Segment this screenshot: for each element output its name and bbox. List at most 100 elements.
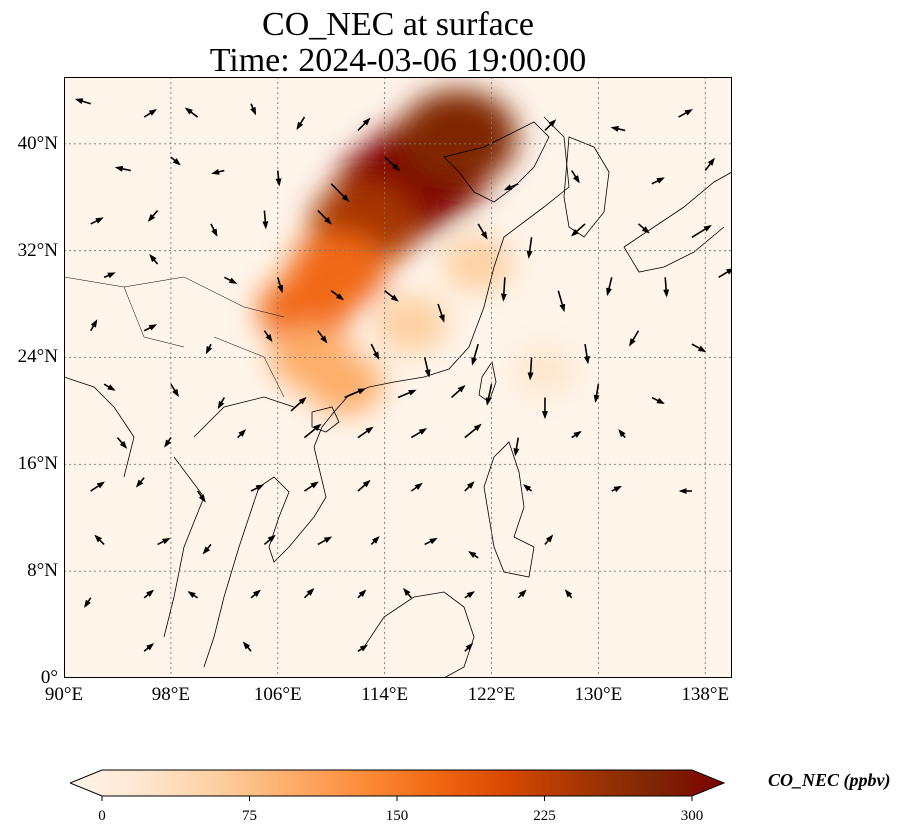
wind-arrow: [663, 277, 670, 298]
wind-arrow: [471, 343, 479, 366]
coastline-philippines: [483, 441, 535, 578]
wind-arrow: [275, 170, 282, 187]
wind-arrow: [114, 165, 131, 172]
wind-arrow: [263, 534, 276, 546]
wind-arrow: [651, 396, 665, 405]
wind-arrow: [217, 397, 226, 410]
lat-tick-label: 32°N: [17, 239, 58, 261]
wind-arrow: [143, 109, 158, 118]
wind-arrow: [184, 107, 199, 118]
wind-arrow: [90, 481, 105, 492]
wind-arrow: [357, 644, 368, 652]
wind-arrow: [571, 430, 582, 439]
wind-arrow: [135, 477, 145, 488]
wind-arrow: [527, 357, 534, 381]
wind-arrow: [250, 484, 265, 492]
wind-arrow: [103, 383, 116, 391]
wind-arrow: [464, 423, 482, 439]
co-plume-2: [398, 89, 518, 185]
wind-arrow: [571, 170, 580, 184]
colorbar-tick-label: 225: [533, 808, 556, 824]
lon-tick-label: 130°E: [574, 684, 623, 705]
wind-arrow: [205, 343, 213, 355]
coastline-india: [64, 376, 135, 478]
coastline-bohai: [443, 121, 550, 203]
wind-arrow: [242, 641, 252, 652]
wind-arrow: [143, 589, 155, 599]
lon-tick-label: 122°E: [467, 684, 516, 705]
coastline-japan: [623, 171, 732, 273]
wind-arrow: [344, 388, 366, 399]
wind-arrow: [544, 119, 557, 131]
wind-arrow: [523, 484, 533, 492]
wind-arrow: [357, 589, 367, 599]
lon-tick-label: 114°E: [361, 684, 409, 705]
lat-tick-label: 24°N: [17, 346, 58, 368]
wind-arrow: [143, 643, 155, 652]
wind-arrow: [94, 534, 105, 546]
lat-tick-label: 16°N: [17, 453, 58, 475]
wind-arrow: [611, 485, 622, 493]
wind-arrow: [90, 217, 104, 225]
wind-arrow: [397, 389, 417, 399]
colorbar-tick-label: 300: [680, 808, 704, 824]
wind-arrow: [296, 116, 306, 130]
co-plume-7: [305, 353, 384, 416]
lon-tick-label: 138°E: [681, 684, 730, 705]
wind-arrow: [74, 98, 91, 105]
co-plume-10: [374, 294, 449, 354]
wind-arrow: [317, 209, 332, 225]
wind-arrow: [637, 223, 650, 234]
wind-arrow: [517, 589, 527, 599]
wind-arrow: [464, 642, 474, 652]
wind-arrow: [564, 589, 573, 599]
wind-arrow: [164, 437, 172, 448]
lat-tick-label: 40°N: [17, 132, 58, 154]
wind-arrow: [718, 267, 732, 279]
wind-arrow: [437, 303, 445, 323]
wind-arrow: [403, 587, 412, 599]
wind-arrow: [557, 290, 566, 313]
colorbar-bar: [70, 769, 726, 797]
lon-tick-label: 98°E: [151, 684, 190, 705]
wind-arrow: [263, 330, 273, 343]
wind-arrow: [262, 210, 269, 230]
wind-arrow: [500, 277, 507, 302]
wind-arrow: [583, 343, 590, 365]
co-plume-9: [512, 345, 578, 397]
wind-arrow: [357, 426, 374, 439]
wind-arrow: [303, 423, 322, 439]
wind-arrow: [424, 537, 438, 546]
coastline-hainan: [311, 406, 340, 433]
wind-arrow: [477, 223, 488, 240]
wind-arrow: [606, 277, 613, 297]
wind-arrow: [384, 156, 401, 172]
wind-arrow: [370, 343, 380, 360]
wind-arrow: [384, 290, 399, 302]
wind-arrow: [196, 490, 206, 503]
lon-tick-label: 90°E: [44, 684, 84, 705]
wind-arrow: [210, 223, 218, 237]
wind-arrow: [526, 237, 533, 259]
wind-arrow: [503, 183, 519, 191]
wind-arrow: [593, 384, 600, 403]
wind-arrow: [202, 543, 212, 555]
coastline-indochina: [163, 396, 295, 638]
wind-arrow: [330, 290, 344, 301]
map-time: Time: 2024-03-06 19:00:00: [209, 42, 587, 79]
wind-arrow: [84, 597, 92, 608]
map-border: [64, 77, 732, 678]
wind-arrow: [250, 589, 261, 599]
wind-arrow: [211, 168, 225, 175]
wind-arrow: [468, 551, 479, 559]
coastline-borneo: [363, 591, 475, 678]
wind-arrow: [304, 481, 319, 492]
wind-arrow: [618, 429, 626, 439]
wind-arrow: [250, 103, 257, 116]
colorbar: [70, 769, 726, 801]
wind-arrow: [570, 223, 586, 237]
wind-arrow: [303, 588, 315, 599]
wind-arrow: [691, 225, 712, 238]
wind-arrow: [317, 330, 328, 344]
wind-arrow: [223, 276, 238, 284]
